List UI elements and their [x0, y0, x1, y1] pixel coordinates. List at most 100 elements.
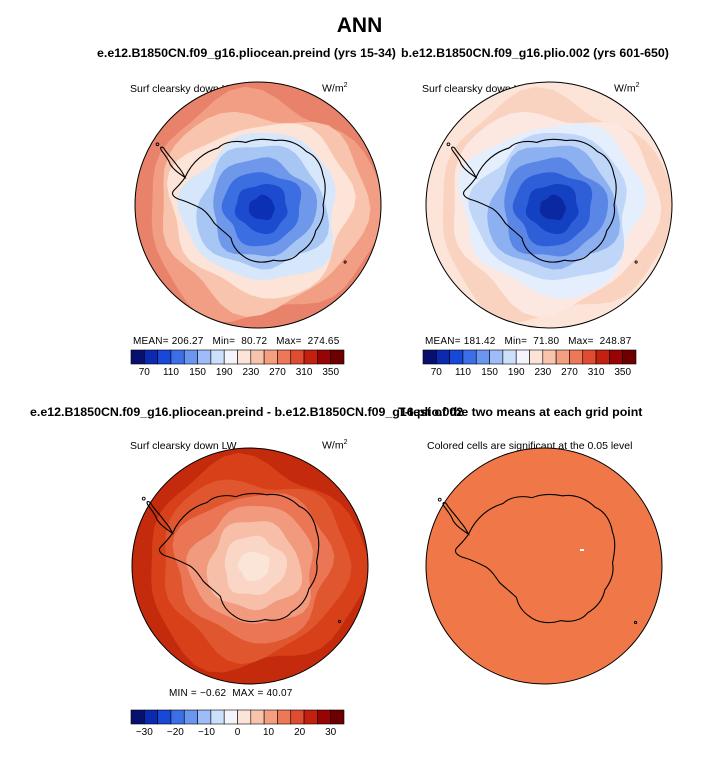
- colorbar-bottom-left-swatch: [223, 709, 238, 725]
- min-label: MIN =: [169, 688, 197, 699]
- significance-fill: [426, 448, 662, 684]
- colorbar-top-left-swatch: [290, 349, 305, 365]
- panel-bottom-left-variable: Surf clearsky down LW: [130, 440, 237, 452]
- map-bottom-left-frame: [131, 447, 369, 685]
- colorbar-top-left-swatch: [157, 349, 172, 365]
- map-bottom-left-contour-band: [237, 551, 270, 582]
- panel-top-left-stats: MEAN= 206.27 Min= 80.72 Max= 274.65: [133, 336, 339, 347]
- panel-bottom-left-case-title: e.e12.B1850CN.f09_g16.pliocean.preind - …: [30, 405, 464, 419]
- colorbar-bottom-left-swatch: [197, 709, 212, 725]
- colorbar-top-left-swatch: [317, 349, 331, 365]
- colorbar-top-right-tick-label: 270: [561, 367, 578, 378]
- coastline-top-right: [446, 138, 638, 264]
- colorbar-top-left-tick-label: 270: [269, 367, 286, 378]
- map-top-right: [426, 82, 672, 328]
- colorbar-top-right-tick-label: 150: [481, 367, 498, 378]
- map-top-left: [135, 82, 381, 328]
- colorbar-top-left-swatch: [170, 349, 185, 365]
- panel-top-right-units: W/m2: [614, 82, 639, 95]
- colorbar-top-left: [130, 349, 345, 365]
- panel-top-left-units: W/m2: [322, 82, 347, 95]
- colorbar-bottom-left-swatch: [250, 709, 265, 725]
- min-value: 80.72: [241, 336, 268, 347]
- units-base: W/m: [614, 82, 636, 95]
- island-outline: [337, 619, 342, 624]
- colorbar-top-right-swatch: [436, 349, 450, 365]
- map-bottom-right: [426, 448, 662, 684]
- colorbar-top-right-swatch: [595, 349, 610, 365]
- island-outline: [343, 260, 347, 264]
- max-label: Max=: [568, 336, 594, 347]
- panel-bottom-right-case-title: T-test of the two means at each grid poi…: [398, 405, 643, 419]
- colorbar-top-right-swatch: [475, 349, 490, 365]
- min-value: −0.62: [199, 688, 227, 699]
- colorbar-bottom-left-swatch: [303, 709, 318, 725]
- island-outline: [633, 620, 638, 625]
- coastline-bottom-left: [141, 492, 342, 624]
- colorbar-top-left-tick-label: 150: [189, 367, 206, 378]
- colorbar-bottom-left-tick-label: 0: [234, 727, 241, 738]
- map-bottom-right-frame: [425, 447, 663, 685]
- panel-top-right-case-title: b.e12.B1850CN.f09_g16.plio.002 (yrs 601-…: [401, 46, 669, 60]
- min-value: 71.80: [533, 336, 560, 347]
- units-base: W/m: [322, 82, 344, 95]
- island-outline: [155, 142, 160, 147]
- colorbar-bottom-left-swatch: [130, 709, 145, 725]
- colorbar-top-right-swatch: [622, 349, 637, 365]
- colorbar-bottom-left-swatch: [237, 709, 252, 725]
- colorbar-bottom-left: [130, 709, 345, 725]
- map-bottom-left: [132, 448, 368, 684]
- map-top-right-contour-band: [539, 194, 566, 221]
- panel-bottom-left-stats: MIN = −0.62 MAX = 40.07: [169, 688, 293, 699]
- colorbar-bottom-left-swatch: [317, 709, 331, 725]
- units-exp: 2: [343, 439, 348, 446]
- mean-label: MEAN=: [133, 336, 169, 347]
- mean-value: 206.27: [171, 336, 204, 347]
- colorbar-top-right-swatch: [515, 349, 530, 365]
- colorbar-top-right-tick-label: 110: [454, 367, 471, 378]
- colorbar-top-right-swatch: [555, 349, 570, 365]
- colorbar-top-left-swatch: [250, 349, 265, 365]
- colorbar-top-right-swatch: [529, 349, 544, 365]
- max-value: 248.87: [599, 336, 632, 347]
- colorbar-top-left-tick-label: 190: [215, 367, 233, 378]
- colorbar-bottom-left-tick-label: −10: [197, 727, 215, 738]
- colorbar-top-right-swatch: [462, 349, 477, 365]
- colorbar-top-right-swatch: [582, 349, 597, 365]
- colorbar-top-right-swatch: [542, 349, 557, 365]
- colorbar-top-right-swatch: [502, 349, 517, 365]
- colorbar-top-left-swatch: [223, 349, 238, 365]
- colorbar-bottom-left-swatch: [263, 709, 278, 725]
- colorbar-bottom-left-swatch: [290, 709, 305, 725]
- colorbar-top-right: [422, 349, 637, 365]
- colorbar-bottom-left-swatch: [170, 709, 185, 725]
- colorbar-top-right-tick-label: 190: [507, 367, 525, 378]
- colorbar-top-left-swatch: [330, 349, 345, 365]
- colorbar-top-right-tick-label: 70: [430, 367, 442, 378]
- units-exp: 2: [343, 82, 348, 89]
- colorbar-top-left-tick-label: 350: [322, 367, 340, 378]
- panel-bottom-right-subtitle: Colored cells are significant at the 0.0…: [427, 440, 633, 452]
- colorbar-top-left-swatch: [130, 349, 145, 365]
- mean-value: 181.42: [463, 336, 496, 347]
- colorbar-top-left-tick-label: 310: [295, 367, 313, 378]
- max-label: MAX =: [232, 688, 264, 699]
- colorbar-bottom-left-tick-label: −30: [135, 727, 153, 738]
- units-exp: 2: [635, 82, 640, 89]
- max-value: 40.07: [266, 688, 293, 699]
- colorbar-bottom-left-swatch: [330, 709, 345, 725]
- island-outline: [634, 260, 638, 264]
- colorbar-top-left-swatch: [197, 349, 212, 365]
- coastline-bottom-right: [437, 493, 638, 625]
- min-label: Min=: [212, 336, 236, 347]
- island-outline: [141, 496, 146, 501]
- colorbar-bottom-left-swatch: [210, 709, 225, 725]
- colorbar-top-right-tick-label: 350: [614, 367, 632, 378]
- colorbar-bottom-left-tick-label: 20: [294, 727, 306, 738]
- units-base: W/m: [322, 439, 344, 452]
- colorbar-top-right-swatch: [422, 349, 437, 365]
- panel-top-left-case-title: e.e12.B1850CN.f09_g16.pliocean.preind (y…: [97, 46, 396, 60]
- panel-top-right-stats: MEAN= 181.42 Min= 71.80 Max= 248.87: [425, 336, 631, 347]
- colorbar-top-left-swatch: [210, 349, 225, 365]
- colorbar-top-left-tick-label: 230: [242, 367, 260, 378]
